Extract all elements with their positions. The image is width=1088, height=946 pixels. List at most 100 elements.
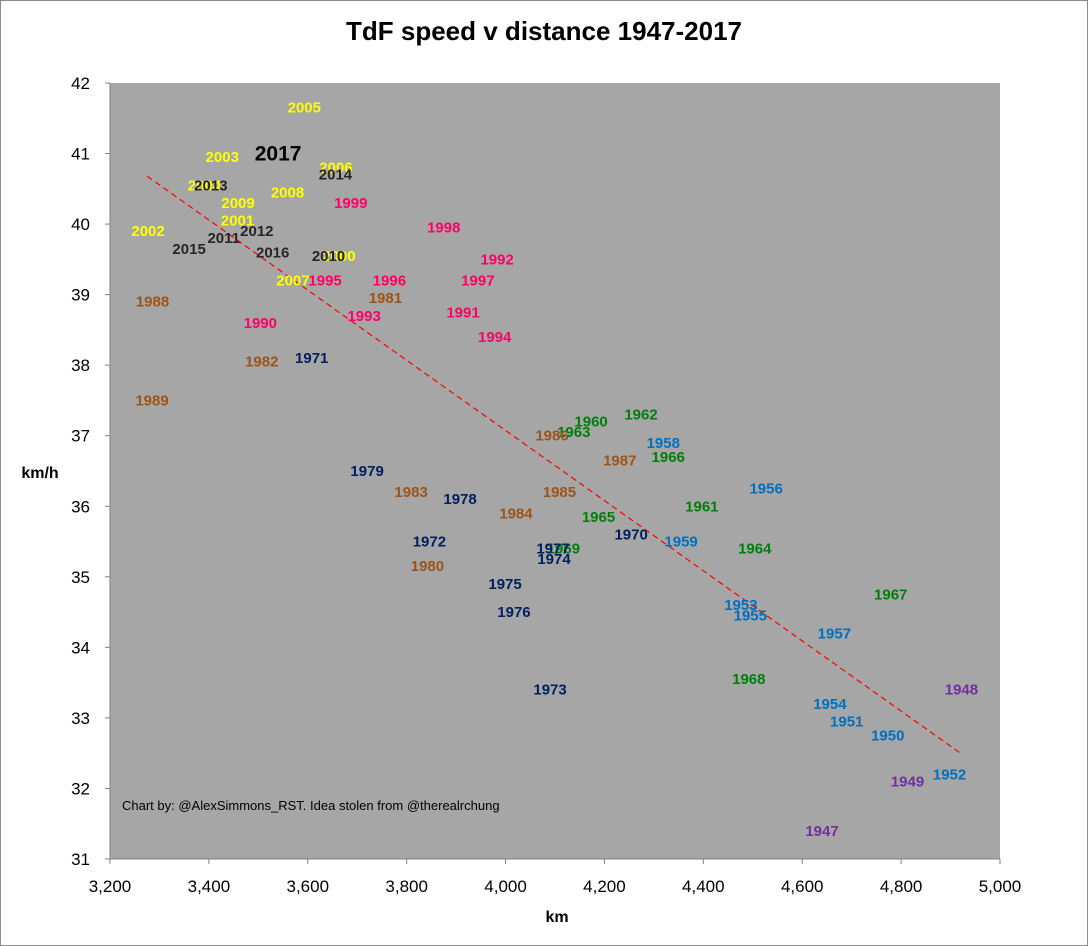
data-point-1954: 1954 [813, 696, 847, 713]
data-point-1960: 1960 [574, 414, 607, 431]
data-point-1953: 1953 [724, 597, 757, 614]
data-point-1963: 1963 [557, 424, 590, 441]
plot-area [110, 83, 1000, 859]
x-tick-label: 4,400 [682, 877, 725, 896]
data-point-1951: 1951 [830, 713, 863, 730]
data-point-1996: 1996 [373, 273, 406, 290]
y-tick-label: 41 [71, 145, 90, 164]
y-axis-title: km/h [21, 465, 58, 482]
data-point-1984: 1984 [499, 505, 533, 522]
y-tick-label: 36 [71, 497, 90, 516]
data-point-1977: 1977 [536, 541, 569, 558]
data-point-2000: 2000 [322, 248, 355, 265]
data-point-1999: 1999 [334, 195, 367, 212]
data-point-1948: 1948 [945, 682, 978, 699]
data-point-2004: 2004 [188, 177, 222, 194]
data-point-2003: 2003 [206, 149, 239, 166]
data-point-1959: 1959 [664, 534, 697, 551]
y-tick-label: 35 [71, 568, 90, 587]
y-ticks: 31 32 33 34 35 36 37 38 39 40 41 42 [71, 74, 110, 869]
y-tick-label: 37 [71, 427, 90, 446]
x-tick-label: 4,600 [781, 877, 824, 896]
data-point-1964: 1964 [738, 541, 772, 558]
data-point-1991: 1991 [446, 304, 479, 321]
data-point-1957: 1957 [818, 625, 851, 642]
y-tick-label: 40 [71, 215, 90, 234]
data-point-1989: 1989 [135, 392, 168, 409]
data-point-2014: 2014 [319, 167, 353, 184]
data-point-2011: 2011 [207, 230, 240, 247]
data-point-1956: 1956 [749, 481, 782, 498]
y-tick-label: 39 [71, 286, 90, 305]
y-tick-label: 38 [71, 356, 90, 375]
x-tick-label: 5,000 [979, 877, 1022, 896]
data-point-1974: 1974 [537, 551, 571, 568]
data-point-1997: 1997 [461, 273, 494, 290]
data-point-1975: 1975 [488, 576, 521, 593]
data-point-1969: 1969 [547, 541, 580, 558]
data-point-1985: 1985 [543, 484, 576, 501]
y-tick-label: 42 [71, 74, 90, 93]
data-point-2002: 2002 [131, 223, 164, 240]
data-point-1983: 1983 [394, 484, 427, 501]
axes [109, 83, 1000, 860]
y-tick-label: 31 [71, 850, 90, 869]
data-point-1973: 1973 [533, 682, 566, 699]
x-tick-label: 3,400 [188, 877, 231, 896]
data-point-1970: 1970 [614, 526, 647, 543]
data-point-1947: 1947 [805, 823, 838, 840]
data-point-1979: 1979 [350, 463, 383, 480]
chart-credit: Chart by: @AlexSimmons_RST. Idea stolen … [122, 798, 500, 813]
data-point-1968: 1968 [732, 671, 765, 688]
data-point-1955: 1955 [734, 608, 767, 625]
data-point-1987: 1987 [603, 452, 636, 469]
data-point-2005: 2005 [288, 100, 321, 117]
data-point-1982: 1982 [245, 354, 278, 371]
data-point-1966: 1966 [652, 449, 685, 466]
x-tick-label: 4,800 [880, 877, 923, 896]
data-point-1950: 1950 [871, 728, 904, 745]
data-point-2001: 2001 [221, 213, 254, 230]
y-tick-label: 32 [71, 779, 90, 798]
x-tick-label: 4,200 [583, 877, 626, 896]
data-point-2009: 2009 [221, 195, 254, 212]
data-point-1958: 1958 [647, 435, 680, 452]
data-point-2013: 2013 [194, 177, 227, 194]
data-point-1990: 1990 [244, 315, 277, 332]
x-ticks: 3,200 3,400 3,600 3,800 4,000 4,200 4,400 4,600… [89, 859, 1022, 896]
data-point-1980: 1980 [411, 558, 444, 575]
data-point-1949: 1949 [891, 773, 924, 790]
data-point-2010: 2010 [312, 248, 345, 265]
data-points: 1947 1948 1949 1950 1951 1952 1953 1954 1955 1956… [131, 100, 978, 840]
data-point-2006: 2006 [319, 160, 352, 177]
data-point-1994: 1994 [478, 329, 512, 346]
data-point-1971: 1971 [295, 350, 328, 367]
data-point-1965: 1965 [582, 509, 615, 526]
x-tick-label: 3,200 [89, 877, 132, 896]
x-tick-label: 3,800 [385, 877, 428, 896]
data-point-1978: 1978 [443, 491, 476, 508]
data-point-1993: 1993 [347, 308, 380, 325]
data-point-1972: 1972 [413, 534, 446, 551]
data-point-2012: 2012 [240, 223, 273, 240]
y-tick-label: 33 [71, 709, 90, 728]
data-point-2008: 2008 [271, 184, 304, 201]
data-point-2016: 2016 [256, 244, 289, 261]
x-tick-label: 3,600 [287, 877, 330, 896]
trendline [146, 175, 961, 754]
data-point-1998: 1998 [427, 220, 460, 237]
data-point-1967: 1967 [874, 586, 907, 603]
y-tick-label: 34 [71, 638, 90, 657]
data-point-1952: 1952 [933, 766, 966, 783]
chart-title: TdF speed v distance 1947-2017 [346, 16, 742, 46]
data-point-1995: 1995 [308, 273, 341, 290]
x-axis-title: km [545, 909, 568, 926]
data-point-1976: 1976 [497, 604, 530, 621]
data-point-1962: 1962 [624, 407, 657, 424]
data-point-2017: 2017 [255, 143, 302, 166]
data-point-1986: 1986 [535, 428, 568, 445]
data-point-1961: 1961 [685, 498, 718, 515]
data-point-2015: 2015 [172, 241, 205, 258]
data-point-2007: 2007 [276, 273, 309, 290]
